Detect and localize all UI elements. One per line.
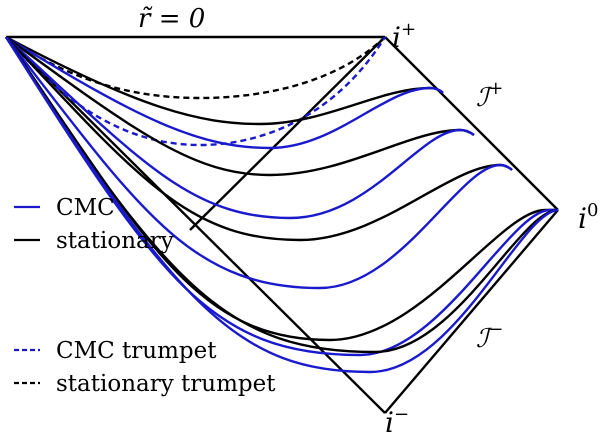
i-minus-label: i− <box>385 404 409 434</box>
r-tilde-label: r̃ = 0 <box>138 4 205 34</box>
cmc-slice-2 <box>5 36 475 220</box>
diagram-outline <box>5 35 559 414</box>
slice-curves <box>4 35 559 374</box>
cmc-slice-3 <box>5 36 513 290</box>
trumpet-curves <box>5 36 387 147</box>
scri-minus-label: ℐ− <box>476 319 503 354</box>
legend-cmc-trumpet-label: CMC trumpet <box>56 338 217 364</box>
diagram-labels: r̃ = 0 i+ ℐ+ i0 ℐ− i− <box>138 4 598 434</box>
legend-stationary-label: stationary <box>56 228 174 254</box>
scri-plus-label: ℐ+ <box>476 78 503 113</box>
cmc-slice-5 <box>4 36 559 374</box>
scri-plus-boundary <box>384 36 559 211</box>
i-plus-label: i+ <box>392 19 416 54</box>
horizon-line <box>189 36 386 231</box>
stationary-slice-1 <box>5 35 444 126</box>
cmc-slice-4 <box>4 36 558 357</box>
cmc-trumpet-curve <box>5 36 387 147</box>
scri-minus-boundary <box>384 209 559 414</box>
cmc-slice-1 <box>5 35 444 150</box>
legend: CMC stationary CMC trumpet stationary tr… <box>14 195 276 397</box>
stationary-slice-5 <box>4 36 559 354</box>
legend-cmc-label: CMC <box>56 195 115 221</box>
i-zero-label: i0 <box>578 200 598 235</box>
legend-stationary-trumpet-label: stationary trumpet <box>56 371 276 397</box>
